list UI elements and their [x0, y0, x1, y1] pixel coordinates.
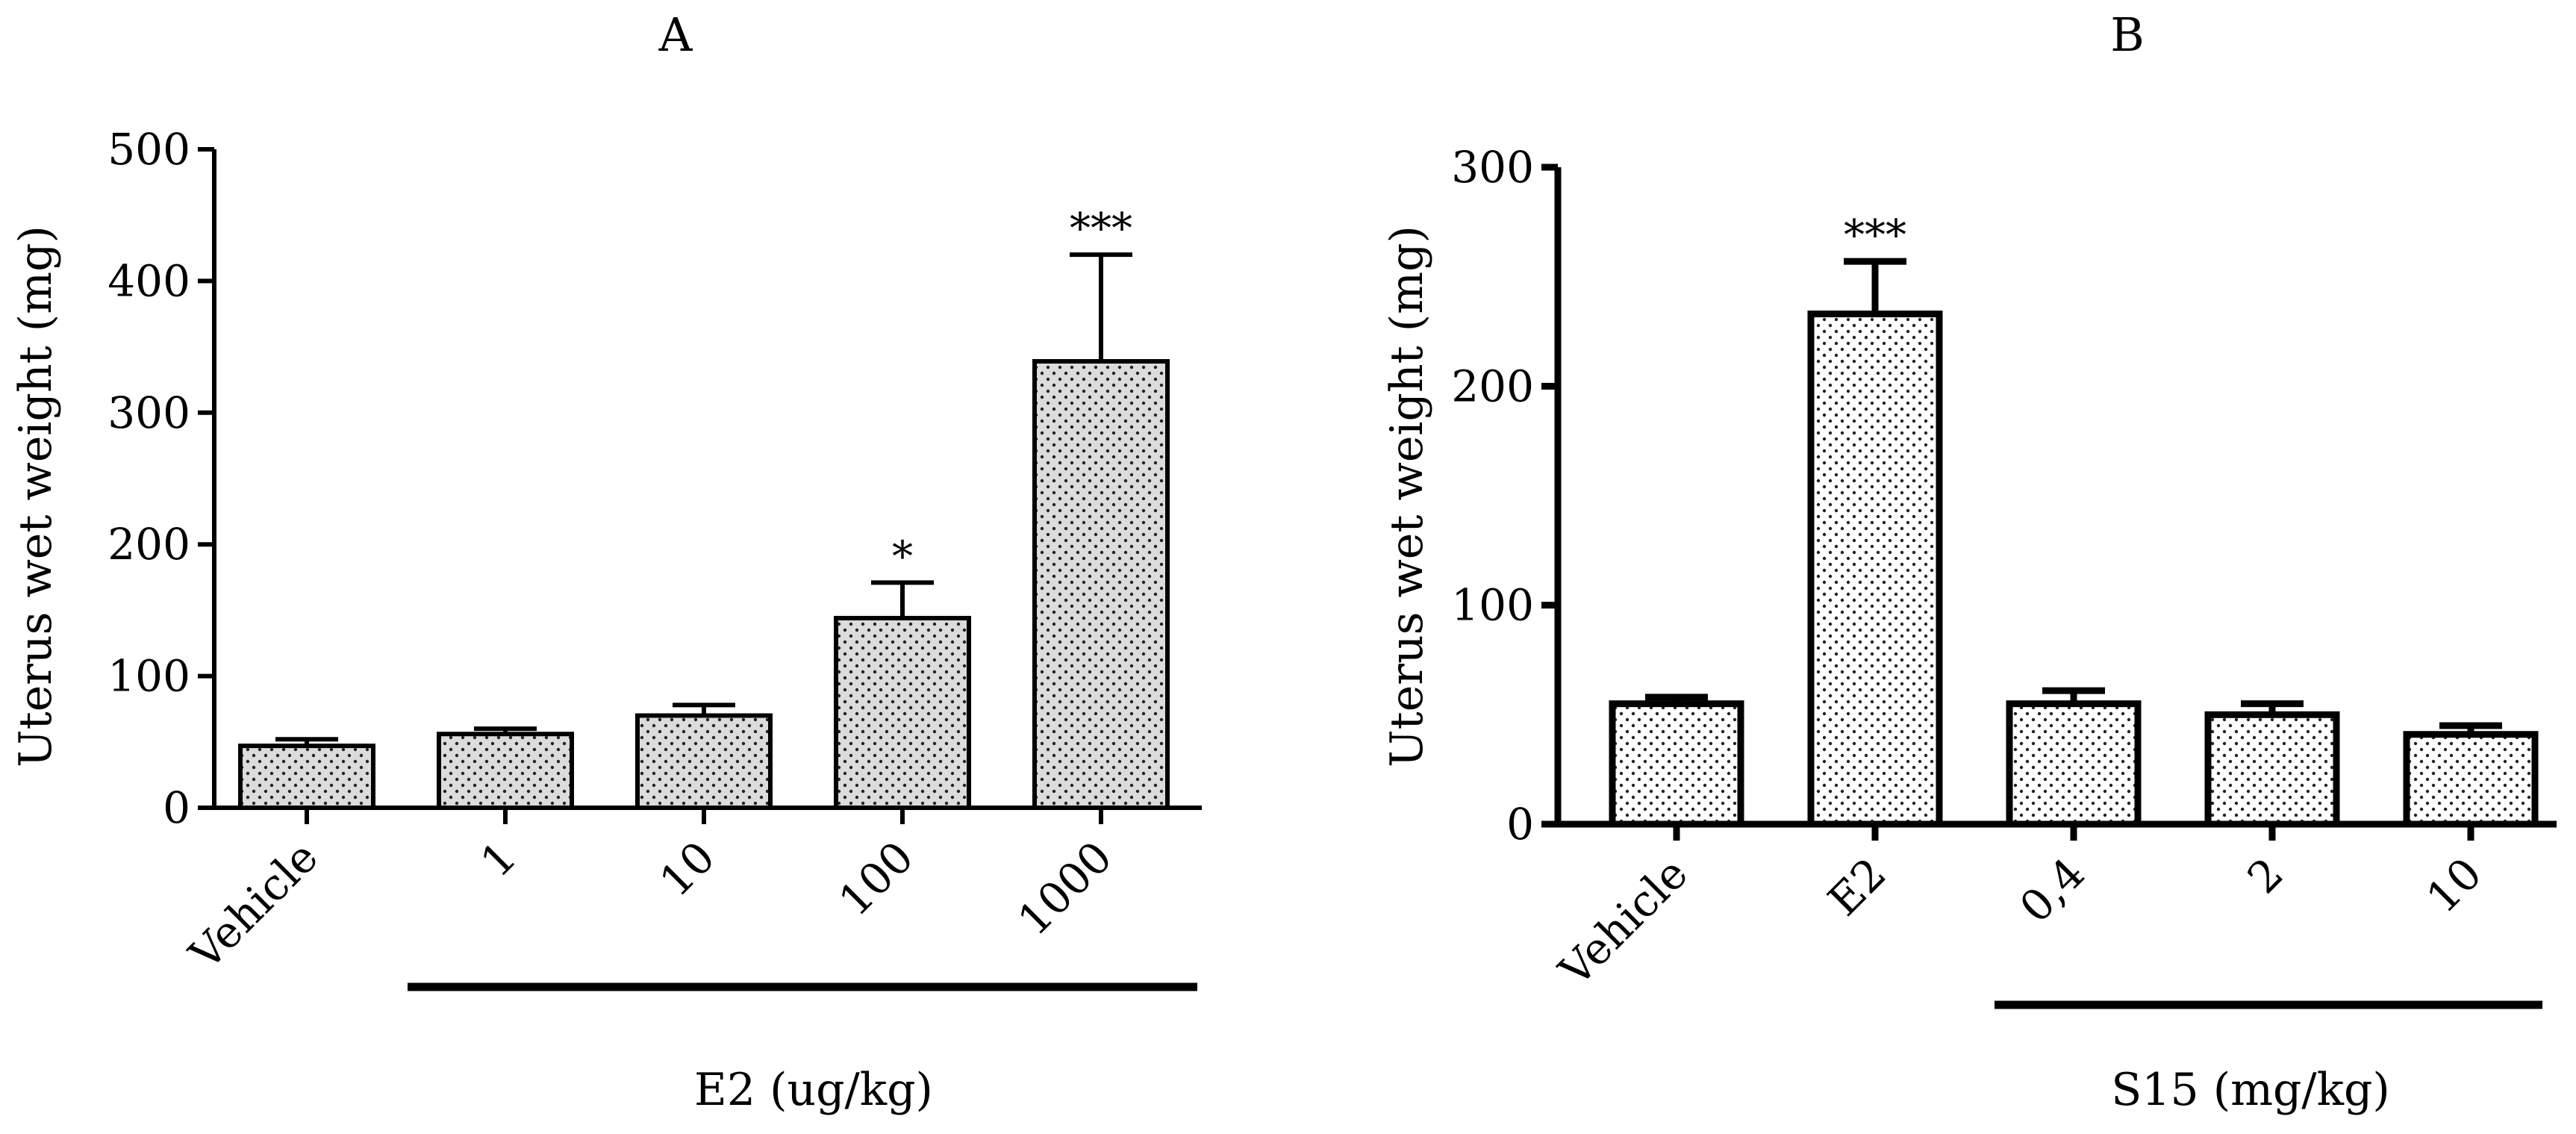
panel-a-y-tick-label: 500 — [107, 124, 190, 175]
panel-b-bar-3 — [2204, 711, 2340, 828]
panel-b-significance-label: *** — [1844, 211, 1906, 260]
panel-a-category-label: 100 — [829, 832, 923, 926]
panel-a-bar-3 — [834, 615, 971, 811]
panel-a-y-tick-label: 0 — [163, 782, 190, 833]
panel-b-category-label: 0,4 — [2010, 848, 2095, 932]
panel-a-category-label: 1 — [471, 832, 526, 887]
panel-a-marks: 0 100 200 300 400 500 Vehicle 1 10 100 * 1000 *** — [107, 124, 1202, 991]
panel-b-bar-2 — [2006, 700, 2142, 828]
panel-a-bar-4 — [1032, 359, 1170, 810]
panel-a-bar-2 — [635, 713, 773, 811]
panel-b-y-tick-label: 300 — [1451, 142, 1534, 193]
panel-b-bar-4 — [2403, 731, 2539, 828]
panel-a-significance-label: *** — [1070, 205, 1132, 253]
panel-a: A Uterus wet weight (mg) E2 (ug/kg) 0 100… — [10, 7, 1202, 1116]
panel-b-x-axis-label: S15 (mg/kg) — [2111, 1064, 2390, 1116]
panel-a-y-axis-label: Uterus wet weight (mg) — [10, 225, 62, 767]
panel-b-y-tick-label: 200 — [1451, 361, 1534, 411]
panel-a-bar-1 — [437, 732, 574, 810]
panel-b-y-tick-label: 100 — [1451, 580, 1534, 631]
panel-a-y-tick-label: 300 — [107, 387, 190, 438]
panel-a-significance-label: * — [892, 532, 913, 581]
panel-b-category-label: E2 — [1818, 848, 1896, 926]
panel-b-category-label: 10 — [2417, 848, 2492, 923]
panel-b-y-tick-label: 0 — [1506, 799, 1534, 850]
panel-b-bar-0 — [1609, 700, 1744, 828]
panel-b: B Uterus wet weight (mg) S15 (mg/kg) 0 10… — [1381, 7, 2557, 1116]
panel-a-y-tick-label: 100 — [107, 651, 190, 702]
panel-a-bar-0 — [238, 744, 375, 810]
panel-a-y-tick-label: 400 — [107, 255, 190, 306]
panel-a-x-axis-label: E2 (ug/kg) — [694, 1064, 933, 1116]
panel-b-title: B — [2110, 7, 2145, 62]
panel-a-category-label: 10 — [650, 832, 725, 906]
panel-a-y-tick-label: 200 — [107, 519, 190, 570]
panel-a-category-label: Vehicle — [179, 832, 328, 980]
panel-a-title: A — [658, 7, 693, 62]
panel-a-category-label: 1000 — [1008, 832, 1121, 945]
panel-b-category-label: Vehicle — [1549, 848, 1697, 997]
panel-b-category-label: 2 — [2238, 848, 2293, 903]
panel-b-y-axis-label: Uterus wet weight (mg) — [1381, 225, 1433, 767]
panel-b-bar-1 — [1807, 311, 1943, 828]
panel-b-marks: 0 100 200 300 Vehicle E2 *** 0,4 2 10 — [1451, 142, 2557, 1009]
